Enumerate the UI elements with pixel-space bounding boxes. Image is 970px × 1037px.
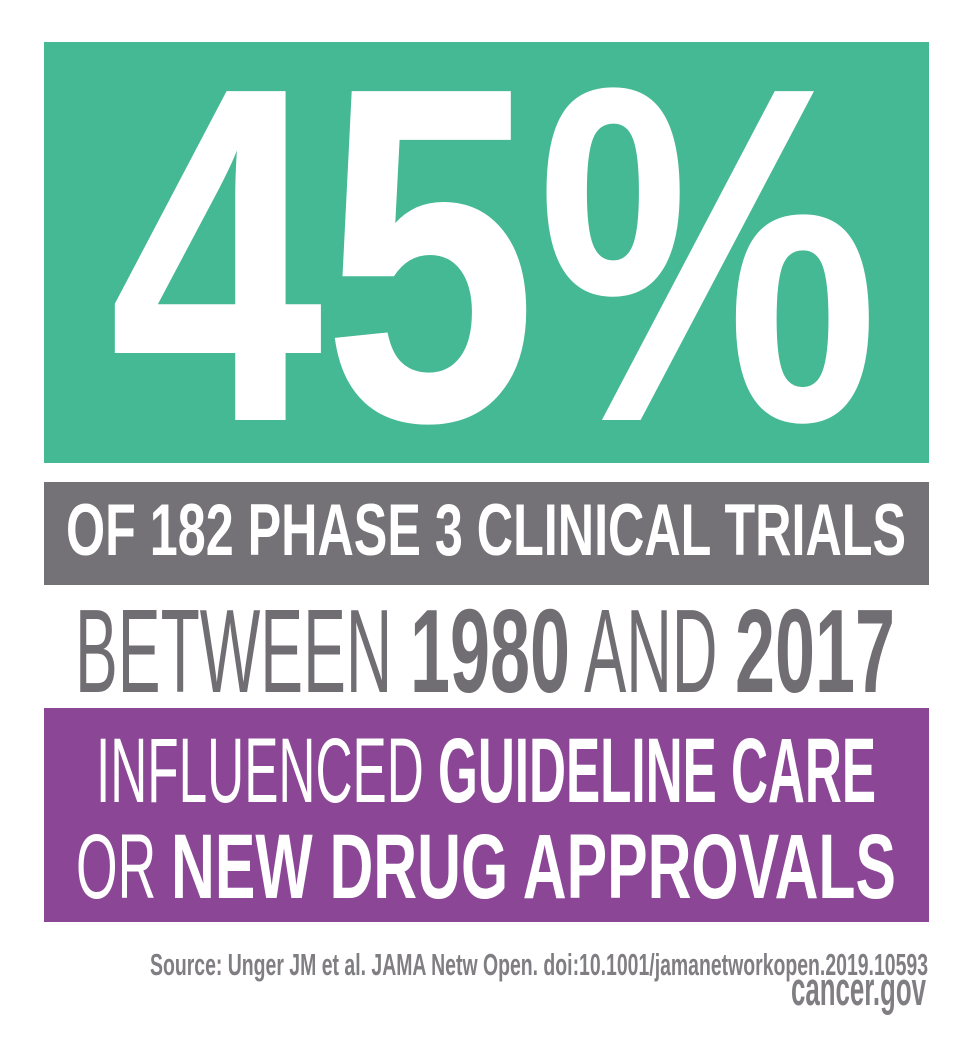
qualifier-label: OF 182 PHASE 3 CLINICAL TRIALS	[66, 490, 906, 571]
finding-line2-bold: NEW DRUG APPROVALS	[171, 816, 896, 918]
period-end-year: 2017	[735, 585, 895, 708]
period-between-word: BETWEEN	[75, 585, 410, 708]
period-line: BETWEEN 1980 AND 2017	[75, 585, 895, 708]
footer: Source: Unger JM et al. JAMA Netw Open. …	[150, 947, 928, 1015]
qualifier-graphic: OF 182 PHASE 3 CLINICAL TRIALS	[66, 490, 906, 571]
finding-line1-bold: GUIDELINE CARE	[438, 720, 876, 822]
finding-graphic: INFLUENCED GUIDELINE CARE OR NEW DRUG AP…	[76, 720, 896, 918]
finding-line2-light: OR	[76, 816, 171, 918]
stat-value-graphic: 45%	[109, 42, 879, 463]
stat-value: 45%	[109, 42, 879, 463]
period-start-year: 1980	[410, 585, 570, 708]
site-credit: cancer.gov	[791, 962, 926, 1015]
qualifier-bar: OF 182 PHASE 3 CLINICAL TRIALS	[44, 482, 929, 585]
source-citation: Source: Unger JM et al. JAMA Netw Open. …	[150, 947, 928, 982]
period-text: BETWEEN 1980 AND 2017	[75, 585, 895, 708]
finding-line1-light: INFLUENCED	[96, 720, 438, 822]
finding-line-2: OR NEW DRUG APPROVALS	[76, 816, 896, 918]
finding-line-1: INFLUENCED GUIDELINE CARE	[96, 720, 876, 822]
finding-block: INFLUENCED GUIDELINE CARE OR NEW DRUG AP…	[44, 708, 929, 922]
period-and-word: AND	[570, 585, 735, 708]
stat-block: 45%	[44, 42, 929, 463]
